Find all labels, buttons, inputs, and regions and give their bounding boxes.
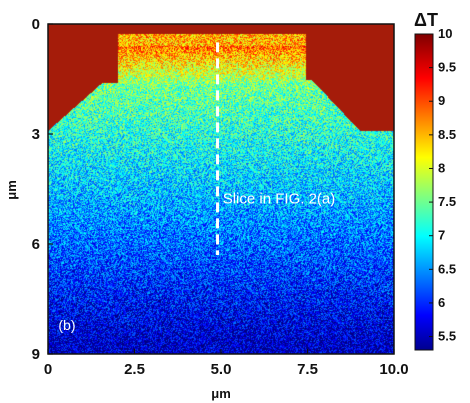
colorbar-tick-label: 8: [438, 160, 445, 175]
colorbar-title: ΔT: [414, 10, 438, 30]
colorbar-tick-label: 9: [438, 93, 445, 108]
x-tick-label: 10.0: [379, 361, 408, 378]
colorbar-tick-label: 9.5: [438, 60, 456, 75]
colorbar-tick-label: 10: [438, 26, 452, 41]
colorbar-gradient: [414, 33, 434, 351]
colorbar-ticks: 10 9.5 9 8.5 8 7.5 7 6.5 6 5.5: [429, 26, 456, 344]
y-tick-label: 3: [32, 126, 40, 143]
slice-annotation: Slice in FIG. 2(a): [223, 191, 336, 208]
colorbar-tick-label: 7: [438, 228, 445, 243]
colorbar-tick-label: 6.5: [438, 261, 456, 276]
y-tick-label: 0: [32, 16, 40, 33]
y-tick-label: 6: [32, 236, 40, 253]
x-tick-label: 7.5: [297, 361, 318, 378]
x-tick-label: 2.5: [124, 361, 145, 378]
x-tick-label: 0: [44, 361, 52, 378]
x-axis-label: μm: [211, 386, 231, 401]
x-tick-label: 5.0: [211, 361, 232, 378]
x-axis: 0 2.5 5.0 7.5 10.0: [44, 349, 409, 378]
y-tick-label: 9: [32, 346, 40, 363]
y-axis: 0 3 6 9: [32, 16, 53, 363]
colorbar-tick-label: 5.5: [438, 329, 456, 344]
colorbar-tick-label: 8.5: [438, 127, 456, 142]
colorbar: [414, 33, 434, 351]
colorbar-tick-label: 6: [438, 295, 445, 310]
y-axis-label: μm: [4, 180, 19, 200]
colorbar-tick-label: 7.5: [438, 194, 456, 209]
heatmap-image: [48, 24, 394, 354]
panel-label: (b): [58, 317, 75, 333]
